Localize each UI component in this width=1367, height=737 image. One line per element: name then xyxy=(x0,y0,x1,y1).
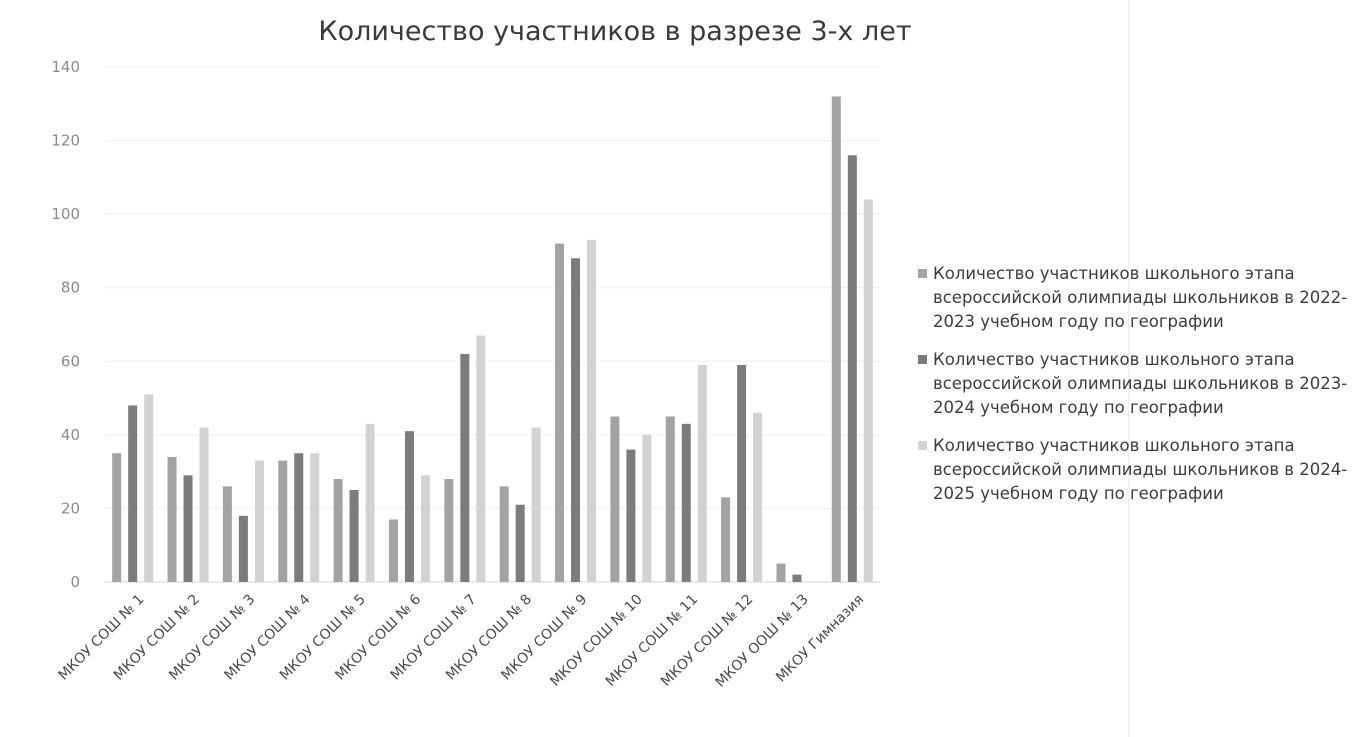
bar xyxy=(444,479,454,582)
bar xyxy=(753,412,763,582)
bar xyxy=(697,364,707,582)
x-tick-label: МКОУ ООШ № 13 xyxy=(713,592,812,691)
y-axis-ticks: 0 20 40 60 80 100 120 140 xyxy=(51,58,80,591)
page-divider xyxy=(1128,0,1129,737)
bar xyxy=(460,353,470,582)
legend-label: Количество участников школьного этапа вс… xyxy=(933,436,1348,503)
bars xyxy=(112,96,873,583)
bar xyxy=(222,486,232,582)
legend-item: Количество участников школьного этапа вс… xyxy=(918,434,1348,506)
bar xyxy=(847,155,857,583)
y-tick-label: 60 xyxy=(61,352,80,370)
bar xyxy=(278,460,288,582)
bar xyxy=(310,453,320,582)
bar xyxy=(626,449,636,582)
bar xyxy=(642,434,652,582)
legend: Количество участников школьного этапа вс… xyxy=(918,262,1348,520)
y-tick-label: 100 xyxy=(51,205,80,223)
y-tick-label: 0 xyxy=(70,573,80,591)
bar xyxy=(294,453,304,582)
bar xyxy=(665,416,675,582)
bar xyxy=(128,405,138,582)
bar xyxy=(863,199,873,582)
bar xyxy=(831,96,841,582)
bar xyxy=(167,456,177,582)
bar xyxy=(238,515,248,582)
bar xyxy=(183,475,193,582)
legend-label: Количество участников школьного этапа вс… xyxy=(933,264,1348,331)
legend-item: Количество участников школьного этапа вс… xyxy=(918,348,1348,420)
x-tick-label: МКОУ СОШ № 10 xyxy=(547,592,645,690)
bar xyxy=(144,394,154,582)
bar xyxy=(610,416,620,582)
bar xyxy=(587,239,597,582)
legend-label: Количество участников школьного этапа вс… xyxy=(933,350,1348,417)
legend-swatch xyxy=(918,355,927,364)
bar xyxy=(112,453,122,582)
bar xyxy=(333,479,343,582)
bar xyxy=(404,431,414,582)
bar xyxy=(499,486,509,582)
y-tick-label: 120 xyxy=(51,132,80,150)
bar xyxy=(721,497,731,582)
bar xyxy=(199,427,209,582)
bar xyxy=(555,243,565,583)
bar xyxy=(681,423,691,582)
bar xyxy=(388,519,398,582)
bar xyxy=(476,335,486,582)
gridlines xyxy=(105,66,880,583)
bar xyxy=(515,504,525,582)
bar xyxy=(737,364,747,582)
bar xyxy=(571,258,581,582)
y-tick-label: 80 xyxy=(61,279,80,297)
chart-title: Количество участников в разрезе 3-х лет xyxy=(318,16,911,47)
legend-swatch xyxy=(918,269,927,278)
bar xyxy=(349,490,359,582)
y-tick-label: 140 xyxy=(51,58,80,76)
x-tick-label: МКОУ СОШ № 11 xyxy=(603,592,701,690)
y-tick-label: 20 xyxy=(61,499,80,517)
bar xyxy=(254,460,264,582)
bar xyxy=(776,563,786,582)
y-tick-label: 40 xyxy=(61,426,80,444)
legend-item: Количество участников школьного этапа вс… xyxy=(918,262,1348,334)
legend-swatch xyxy=(918,441,927,450)
bar xyxy=(365,423,375,582)
bar xyxy=(420,475,430,582)
x-tick-label: МКОУ СОШ № 12 xyxy=(658,592,756,690)
bar xyxy=(531,427,541,582)
bar xyxy=(792,574,802,582)
